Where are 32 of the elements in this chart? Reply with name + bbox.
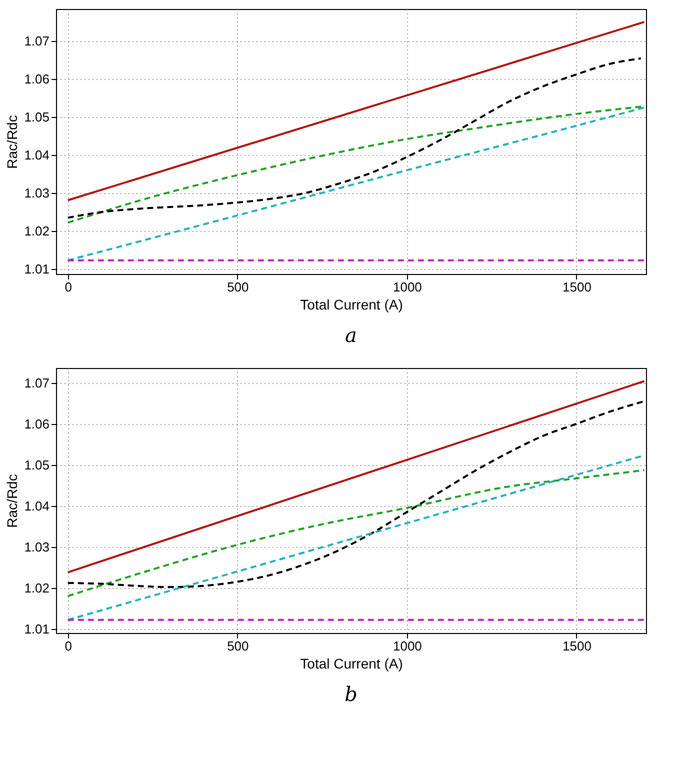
y-tick-label: 1.03	[24, 539, 50, 554]
y-tick-label: 1.02	[24, 580, 50, 596]
x-tick-label: 500	[227, 638, 249, 654]
text: b	[344, 682, 358, 706]
y-tick-label: 1.03	[24, 186, 50, 201]
x-tick-label: 1500	[562, 280, 592, 294]
y-tick-label: 1.07	[24, 33, 50, 48]
x-axis-title: Total Current (A)	[300, 656, 403, 672]
y-tick-label: 1.04	[24, 147, 50, 162]
y-tick-label: 1.01	[24, 621, 50, 636]
x-tick-label: 1000	[392, 280, 422, 294]
y-tick-label: 1.02	[24, 224, 50, 239]
line-series	[66, 469, 646, 598]
x-tick-label: 500	[227, 280, 249, 294]
x-axis-title: Total Current (A)	[300, 296, 403, 312]
line-series	[66, 400, 646, 588]
text: a	[345, 323, 357, 347]
y-tick-label: 1.04	[24, 498, 50, 514]
y-tick-label: 1.07	[24, 375, 50, 390]
y-tick-label: 1.05	[24, 109, 50, 124]
line-series	[66, 57, 642, 219]
y-tick-label: 1.05	[24, 457, 50, 472]
y-axis-title: Rac/Rdc	[4, 115, 20, 169]
y-axis-title: Rac/Rdc	[4, 474, 20, 528]
x-tick-label: 1000	[392, 638, 422, 654]
y-tick-label: 1.06	[24, 416, 50, 432]
x-tick-label: 0	[64, 638, 72, 654]
line-series	[66, 106, 646, 262]
y-tick-label: 1.01	[24, 262, 50, 277]
y-tick-label: 1.06	[24, 71, 50, 86]
x-tick-label: 0	[64, 280, 72, 294]
x-tick-label: 1500	[562, 638, 592, 654]
